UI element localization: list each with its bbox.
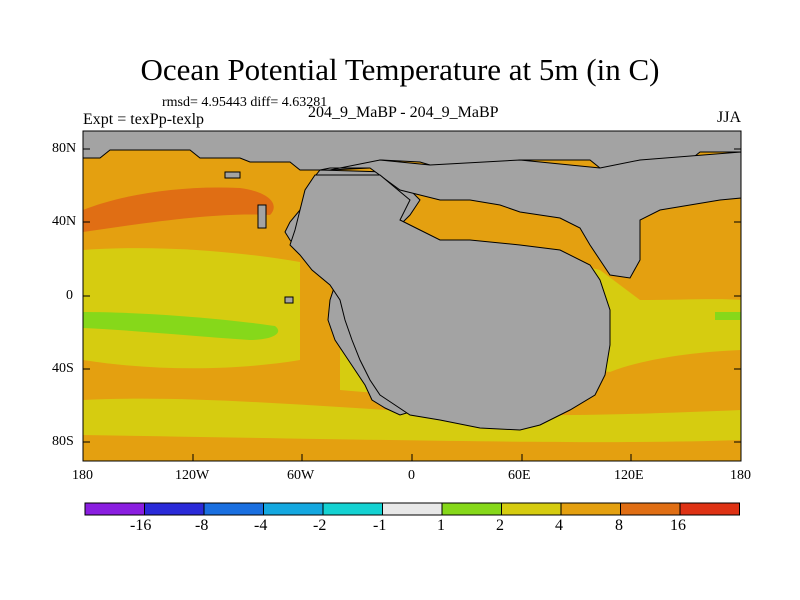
experiment-label: Expt = texPp-texlp [83,111,205,128]
land-island-1 [257,204,267,229]
colorbar-swatch [263,502,324,516]
colorbar-swatch [144,502,205,516]
colorbar-swatch [441,502,502,516]
y-tick-label: 40N [52,214,77,229]
y-tick-label: 80S [52,434,74,449]
colorbar-label: 2 [496,517,504,534]
colorbar-swatch [203,502,264,516]
ocean-warm-north-pacific [83,187,274,232]
x-ticks [82,454,742,461]
land-main-continent [289,174,611,431]
colorbar-swatch [322,502,383,516]
ocean-cool-east [715,312,741,320]
x-tick-label: 60W [287,468,315,483]
colorbar-label: 1 [437,517,445,534]
plot-title: Ocean Potential Temperature at 5m (in C) [140,52,660,87]
y-tick-label: 0 [66,288,73,303]
y-tick-label: 40S [52,361,74,376]
ocean-cool-band [83,312,279,340]
x-tick-label: 0 [408,468,415,483]
x-tick-label: 60E [508,468,531,483]
x-tick-label: 120E [614,468,644,483]
colorbar-label: 4 [555,517,563,534]
colorbar-label: -8 [195,517,209,534]
colorbar-swatch [84,502,145,516]
land-eurasia-africa [300,151,742,279]
map-panel [82,130,742,462]
x-tick-label: 120W [175,468,210,483]
y-tick-label: 80N [52,141,77,156]
x-tick-label: 180 [730,468,751,483]
colorbar-swatch [560,502,621,516]
land-island-2 [284,296,294,304]
colorbar-label: 8 [615,517,623,534]
runs-label: 204_9_MaBP - 204_9_MaBP [308,104,499,121]
stats-line: rmsd= 4.95443 diff= 4.63281 [162,95,328,110]
colorbar-swatch [501,502,562,516]
ocean-band-south [83,398,741,443]
colorbar-swatch [679,502,740,516]
y-ticks [83,148,741,443]
land-masses [82,130,742,431]
colorbar-swatch [382,502,443,516]
colorbar-label: 16 [670,517,686,534]
colorbar-label: -2 [313,517,327,534]
season-label: JJA [716,109,741,126]
x-tick-label: 180 [72,468,93,483]
colorbar-label: -1 [373,517,387,534]
colorbar-label: -16 [130,517,152,534]
colorbar [84,502,740,516]
colorbar-swatch [620,502,681,516]
land-island-3 [224,171,241,179]
ocean-band-tropical [83,248,300,369]
colorbar-label: -4 [254,517,268,534]
